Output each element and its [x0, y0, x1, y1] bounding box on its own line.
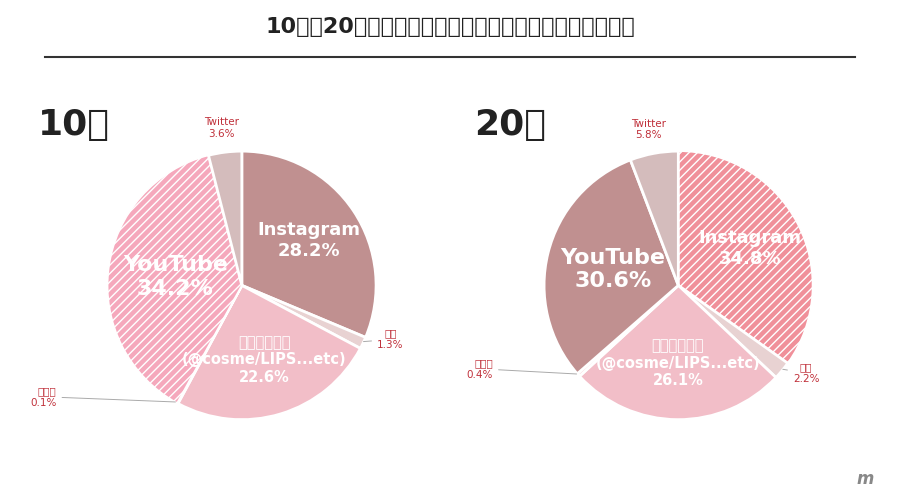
Wedge shape	[209, 151, 242, 285]
Text: Instagram
34.8%: Instagram 34.8%	[698, 229, 801, 268]
Text: YouTube
30.6%: YouTube 30.6%	[561, 248, 666, 291]
Text: Instagram
28.2%: Instagram 28.2%	[257, 222, 360, 260]
Wedge shape	[108, 155, 242, 403]
Text: 20代: 20代	[474, 108, 546, 142]
Wedge shape	[577, 285, 679, 376]
Wedge shape	[178, 285, 360, 420]
Text: YouTube
34.2%: YouTube 34.2%	[122, 255, 228, 298]
Text: Twitter
5.8%: Twitter 5.8%	[631, 119, 666, 140]
Text: Twitter
3.6%: Twitter 3.6%	[203, 117, 238, 139]
Wedge shape	[544, 160, 679, 374]
Wedge shape	[242, 151, 376, 337]
Text: テレビ
0.4%: テレビ 0.4%	[467, 358, 577, 380]
Text: 雑誌
2.2%: 雑誌 2.2%	[783, 362, 819, 384]
Text: テレビ
0.1%: テレビ 0.1%	[31, 386, 176, 408]
Text: 雑誌
1.3%: 雑誌 1.3%	[364, 329, 403, 350]
Wedge shape	[679, 151, 813, 363]
Text: 口コミサイト
(@cosme/LIPS...etc)
26.1%: 口コミサイト (@cosme/LIPS...etc) 26.1%	[596, 338, 760, 388]
Wedge shape	[630, 151, 679, 285]
Wedge shape	[177, 285, 242, 404]
Text: m: m	[857, 470, 874, 488]
Text: 10代、20代で購入の際に最も参考にするメディアの差異: 10代、20代で購入の際に最も参考にするメディアの差異	[266, 17, 634, 37]
Wedge shape	[580, 285, 776, 420]
Wedge shape	[242, 285, 365, 348]
Text: 10代: 10代	[38, 108, 110, 142]
Text: 口コミサイト
(@cosme/LIPS...etc)
22.6%: 口コミサイト (@cosme/LIPS...etc) 22.6%	[182, 335, 346, 385]
Wedge shape	[679, 285, 788, 378]
